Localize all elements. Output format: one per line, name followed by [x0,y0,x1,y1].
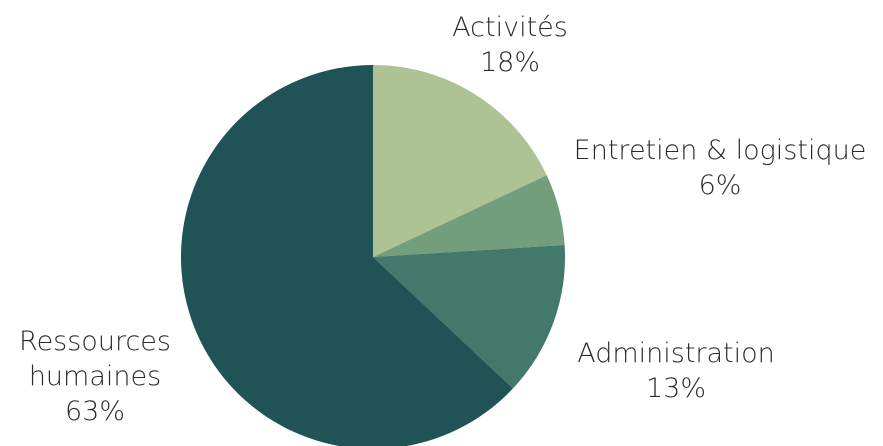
slice-value-label: 63% [65,396,125,427]
slice-label: Entretien & logistique 6% [574,135,867,201]
slice-value-label: 13% [646,373,706,404]
pie-slice [373,175,565,257]
pie-slice [373,244,565,389]
slice-name-label: humaines [29,361,161,392]
pie-slices [181,65,565,446]
slice-value-label: 18% [480,47,540,78]
slice-name-label: Administration [577,338,775,369]
pie-slice [373,65,547,257]
slice-value-label: 6% [699,170,742,201]
pie-slice [181,65,513,446]
slice-name-label: Entretien & logistique [574,135,867,166]
slice-label: Activités 18% [452,12,568,78]
pie-labels: Activités 18% Entretien & logistique 6% Admi… [19,12,866,427]
slice-name-label: Ressources [19,326,171,357]
slice-label: Ressources humaines 63% [19,326,171,427]
slice-name-label: Activités [452,12,568,43]
slice-label: Administration 13% [577,338,775,404]
